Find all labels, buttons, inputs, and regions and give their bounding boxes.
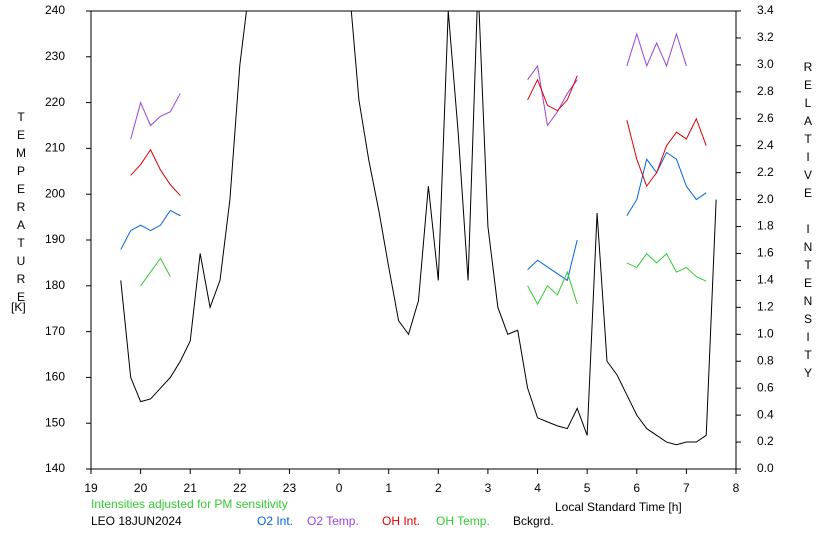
y2-tick-label: 2.0 xyxy=(757,192,774,206)
y2-tick-label: 0.8 xyxy=(757,353,774,367)
annotation: Intensities adjusted for PM sensitivity xyxy=(91,497,288,511)
plot-area xyxy=(120,11,717,446)
x-tick-label: 4 xyxy=(534,481,541,495)
x-tick-label: 5 xyxy=(584,481,591,495)
x-tick-label: 2 xyxy=(435,481,442,495)
y2-tick-label: 2.2 xyxy=(757,165,774,179)
y2-tick-label: 3.4 xyxy=(757,3,774,17)
x-tick-label: 7 xyxy=(683,481,690,495)
y2-tick-label: 3.2 xyxy=(757,30,774,44)
x-tick-label: 19 xyxy=(84,481,98,495)
y-tick-label: 210 xyxy=(45,141,65,155)
series-line xyxy=(120,209,181,250)
y2-tick-label: 1.0 xyxy=(757,326,774,340)
y-axis-label: TEMPERATURE xyxy=(14,110,28,308)
series-line xyxy=(120,11,247,403)
y-tick-label: 240 xyxy=(45,3,65,17)
y-tick-label: 140 xyxy=(45,461,65,475)
y2-tick-label: 1.2 xyxy=(757,300,774,314)
series-line xyxy=(140,257,171,287)
x-tick-label: 20 xyxy=(134,481,148,495)
y-tick-label: 170 xyxy=(45,324,65,338)
y2-tick-label: 2.4 xyxy=(757,138,774,152)
x-tick-label: 1 xyxy=(385,481,392,495)
y-tick-label: 150 xyxy=(45,415,65,429)
y-tick-label: 220 xyxy=(45,95,65,109)
y2-tick-label: 2.6 xyxy=(757,111,774,125)
legend-entry: OH Int. xyxy=(382,514,420,528)
series-line xyxy=(527,75,578,112)
series-line xyxy=(626,117,707,188)
y2-tick-label: 1.6 xyxy=(757,246,774,260)
series-line xyxy=(626,151,707,217)
y2-tick-label: 1.4 xyxy=(757,273,774,287)
y-tick-label: 180 xyxy=(45,278,65,292)
x-tick-label: 0 xyxy=(336,481,343,495)
x-tick-label: 22 xyxy=(233,481,247,495)
y-axis-unit: [K] xyxy=(11,300,26,314)
x-tick-label: 6 xyxy=(633,481,640,495)
x-tick-label: 23 xyxy=(283,481,297,495)
y2-axis-label: RELATIVE INTENSITY xyxy=(801,60,815,384)
series-line xyxy=(527,270,578,306)
legend-entry: Bckgrd. xyxy=(513,514,554,528)
y2-tick-label: 3.0 xyxy=(757,57,774,71)
y-tick-label: 230 xyxy=(45,49,65,63)
y2-tick-label: 0.4 xyxy=(757,407,774,421)
y-tick-label: 190 xyxy=(45,232,65,246)
y2-tick-label: 2.8 xyxy=(757,84,774,98)
x-tick-label: 3 xyxy=(485,481,492,495)
y2-tick-label: 1.8 xyxy=(757,219,774,233)
x-tick-label: 8 xyxy=(733,481,740,495)
x-tick-label: 21 xyxy=(184,481,198,495)
series-line xyxy=(527,239,578,282)
series-line xyxy=(350,11,717,446)
y-tick-label: 160 xyxy=(45,370,65,384)
legend-entry: OH Temp. xyxy=(436,514,490,528)
legend-entry: O2 Int. xyxy=(257,514,293,528)
y-tick-label: 200 xyxy=(45,186,65,200)
series-line xyxy=(130,93,181,140)
series-line xyxy=(130,148,181,196)
x-axis-label: Local Standard Time [h] xyxy=(555,500,682,514)
y2-tick-label: 0.0 xyxy=(757,461,774,475)
subtitle: LEO 18JUN2024 xyxy=(91,514,182,528)
y2-tick-label: 0.6 xyxy=(757,380,774,394)
legend-entry: O2 Temp. xyxy=(307,514,359,528)
axes xyxy=(90,10,737,470)
series-line xyxy=(527,64,578,127)
series-line xyxy=(626,252,707,282)
series-line xyxy=(626,32,687,68)
y2-tick-label: 0.2 xyxy=(757,434,774,448)
